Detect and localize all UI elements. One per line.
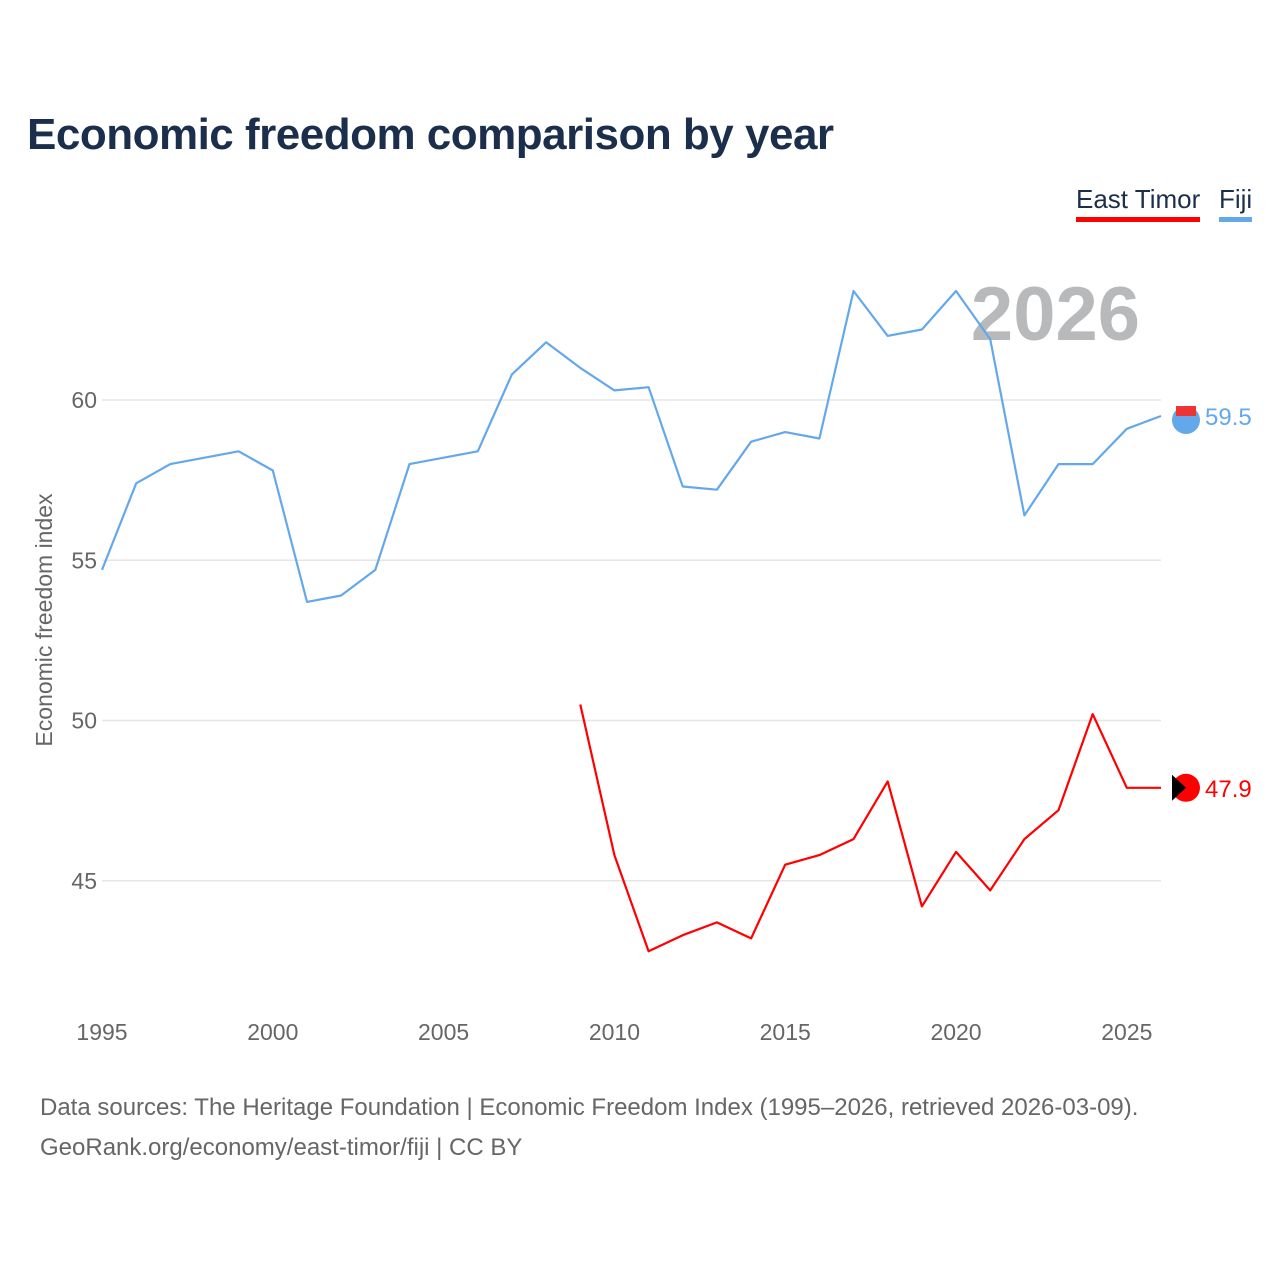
- data-point: [236, 448, 242, 454]
- data-point: [270, 468, 276, 474]
- series-line-east-timor: [579, 704, 1161, 953]
- data-point: [1158, 785, 1164, 791]
- data-point: [782, 862, 788, 868]
- data-point: [987, 887, 993, 893]
- data-point: [1056, 807, 1062, 813]
- data-point: [953, 849, 959, 855]
- y-tick-label: 45: [71, 868, 97, 894]
- legend-fiji[interactable]: Fiji: [1219, 184, 1253, 222]
- data-point: [953, 288, 959, 294]
- x-tick-label: 2020: [930, 1019, 981, 1045]
- data-point: [987, 336, 993, 342]
- data-point: [543, 339, 549, 345]
- data-point: [646, 384, 652, 390]
- data-point: [133, 480, 139, 486]
- year-overlay: 2026: [971, 272, 1140, 357]
- data-point: [919, 903, 925, 909]
- data-point: [167, 461, 173, 467]
- x-tick-label: 2025: [1101, 1019, 1152, 1045]
- data-point: [782, 429, 788, 435]
- data-point: [919, 326, 925, 332]
- chart-title: Economic freedom comparison by year: [27, 110, 834, 159]
- y-tick-label: 50: [71, 708, 97, 734]
- x-tick-label: 2000: [247, 1019, 298, 1045]
- x-tick-label: 1995: [76, 1019, 127, 1045]
- data-point: [441, 455, 447, 461]
- data-point: [714, 487, 720, 493]
- data-point: [338, 593, 344, 599]
- data-point: [509, 371, 515, 377]
- data-point: [304, 599, 310, 605]
- data-point: [611, 387, 617, 393]
- data-point: [1090, 461, 1096, 467]
- data-point: [851, 288, 857, 294]
- data-point: [1124, 785, 1130, 791]
- data-point: [1090, 711, 1096, 717]
- data-point: [851, 836, 857, 842]
- data-point: [885, 778, 891, 784]
- series-line-fiji: [100, 289, 1162, 604]
- data-point: [372, 567, 378, 573]
- footer-link[interactable]: GeoRank.org/economy/east-timor/fiji | CC…: [40, 1134, 523, 1161]
- y-tick-label: 60: [71, 387, 97, 413]
- y-axis-label: Economic freedom index: [31, 493, 57, 747]
- data-point: [611, 852, 617, 858]
- data-point: [748, 935, 754, 941]
- data-point: [816, 435, 822, 441]
- data-point: [1021, 836, 1027, 842]
- flag-triangle-icon: [1172, 774, 1186, 801]
- flag-canton-icon: [1176, 406, 1196, 417]
- data-point: [885, 333, 891, 339]
- end-value-label: 59.5: [1205, 404, 1252, 431]
- data-point: [577, 701, 583, 707]
- data-point: [680, 484, 686, 490]
- data-point: [1021, 512, 1027, 518]
- x-tick-label: 2005: [418, 1019, 469, 1045]
- data-point: [475, 448, 481, 454]
- footer: Data sources: The Heritage Foundation | …: [40, 1088, 1138, 1168]
- data-point: [577, 365, 583, 371]
- footer-sources: Data sources: The Heritage Foundation | …: [40, 1094, 1139, 1121]
- data-point: [1124, 426, 1130, 432]
- y-tick-label: 55: [71, 547, 97, 573]
- end-value-label: 47.9: [1205, 776, 1252, 803]
- data-point: [1158, 413, 1164, 419]
- data-point: [406, 461, 412, 467]
- data-point: [816, 852, 822, 858]
- data-point: [646, 948, 652, 954]
- data-point: [714, 919, 720, 925]
- x-tick-label: 2015: [760, 1019, 811, 1045]
- data-point: [1056, 461, 1062, 467]
- data-point: [99, 567, 105, 573]
- data-point: [201, 455, 207, 461]
- data-point: [748, 439, 754, 445]
- legend-east-timor[interactable]: East Timor: [1076, 184, 1201, 222]
- x-tick-label: 2010: [589, 1019, 640, 1045]
- data-point: [680, 932, 686, 938]
